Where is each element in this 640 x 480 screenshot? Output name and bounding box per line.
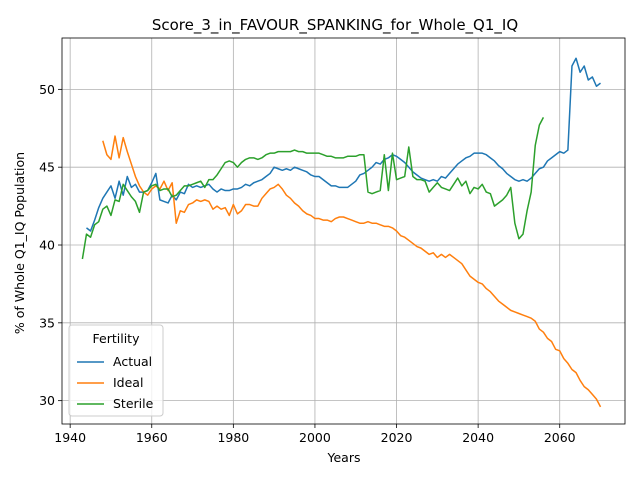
legend-items: Actual Ideal Sterile xyxy=(77,354,154,411)
series-line-ideal xyxy=(102,135,602,408)
x-tick-label: 1980 xyxy=(217,430,249,445)
y-axis-label: % of Whole Q1_IQ Population xyxy=(12,152,27,334)
legend-label-actual: Actual xyxy=(113,354,152,369)
legend: Fertility Actual Ideal Sterile xyxy=(68,324,164,417)
chart-title: Score_3_in_FAVOUR_SPANKING_for_Whole_Q1_… xyxy=(152,16,518,35)
x-tick-label: 2060 xyxy=(544,430,576,445)
series-line-sterile xyxy=(81,117,545,260)
x-tick-label: 1960 xyxy=(136,430,168,445)
y-tick-label: 35 xyxy=(39,315,55,330)
x-tick-label: 2040 xyxy=(462,430,494,445)
legend-box xyxy=(68,324,164,417)
x-tick-label: 2020 xyxy=(381,430,413,445)
legend-title: Fertility xyxy=(93,331,141,346)
y-tick-label: 45 xyxy=(39,160,55,175)
legend-label-sterile: Sterile xyxy=(113,396,154,411)
x-tick-label: 1940 xyxy=(54,430,86,445)
y-axis-ticks: 30 35 40 45 50 xyxy=(39,82,62,408)
y-tick-label: 40 xyxy=(39,238,55,253)
x-axis-ticks: 1940 1960 1980 2000 2020 2040 2060 xyxy=(54,424,576,445)
y-tick-label: 50 xyxy=(39,82,55,97)
plot-frame xyxy=(61,37,626,425)
x-axis-label: Years xyxy=(327,450,361,465)
x-tick-label: 2000 xyxy=(299,430,331,445)
legend-label-ideal: Ideal xyxy=(113,375,143,390)
series-layer xyxy=(81,57,602,408)
y-tick-label: 30 xyxy=(39,393,55,408)
